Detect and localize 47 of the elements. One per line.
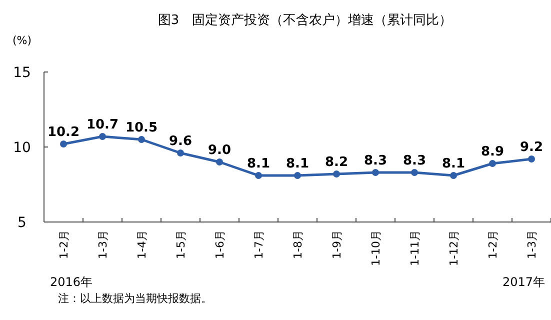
- data-label: 9.0: [208, 143, 232, 158]
- point: [333, 170, 340, 178]
- data-label: 8.1: [442, 156, 466, 172]
- x-tick-label: 1-7月: [252, 230, 266, 259]
- data-label: 8.3: [364, 154, 388, 168]
- data-label: 8.9: [480, 144, 504, 160]
- x-tick-label: 1-3月: [526, 230, 538, 259]
- x-tick-label: 1-2月: [486, 230, 500, 259]
- point: [255, 172, 262, 179]
- data-label: 8.3: [402, 154, 426, 168]
- data-label: 10.5: [125, 120, 158, 136]
- x-tick-label: 1-12月: [448, 230, 460, 266]
- point: [450, 172, 457, 179]
- y-tick-label: 10: [13, 140, 31, 156]
- point: [99, 133, 106, 140]
- point: [489, 160, 496, 167]
- point: [411, 169, 418, 176]
- x-tick-label: 1-5月: [174, 230, 188, 259]
- x-tick-label: 1-10月: [370, 230, 382, 266]
- point: [138, 136, 145, 143]
- x-tick-label: 1-4月: [136, 230, 148, 259]
- point: [177, 150, 184, 156]
- y-tick-label: 15: [13, 65, 31, 81]
- chart-title: 图3 固定资产投资（不含农户）增速（累计同比）: [158, 13, 452, 28]
- data-label: 8.1: [286, 156, 310, 172]
- data-label: 8.2: [324, 155, 348, 170]
- text: 注：以上数据为当期快报数据。: [58, 292, 212, 305]
- point: [294, 172, 301, 179]
- data-label: 8.1: [246, 156, 270, 172]
- y-tick-label: 5: [18, 215, 26, 231]
- x-tick-label: 1-9月: [330, 230, 344, 259]
- data-label: 10.2: [47, 125, 80, 140]
- text: 2017年: [502, 275, 545, 289]
- point: [60, 140, 67, 148]
- data-label: 9.6: [168, 134, 192, 149]
- y-axis-title: (%): [12, 34, 32, 47]
- point: [372, 169, 379, 176]
- x-tick-label: 1-6月: [214, 230, 226, 259]
- data-label: 10.7: [86, 118, 119, 132]
- point: [528, 156, 535, 162]
- x-tick-label: 1-3月: [96, 230, 110, 259]
- x-tick-label: 1-11月: [408, 230, 422, 266]
- x-tick-label: 1-8月: [292, 230, 304, 259]
- x-tick-label: 1-2月: [58, 230, 70, 259]
- data-label: 9.2: [520, 140, 544, 155]
- point: [216, 158, 223, 166]
- text: 2016年: [50, 275, 93, 289]
